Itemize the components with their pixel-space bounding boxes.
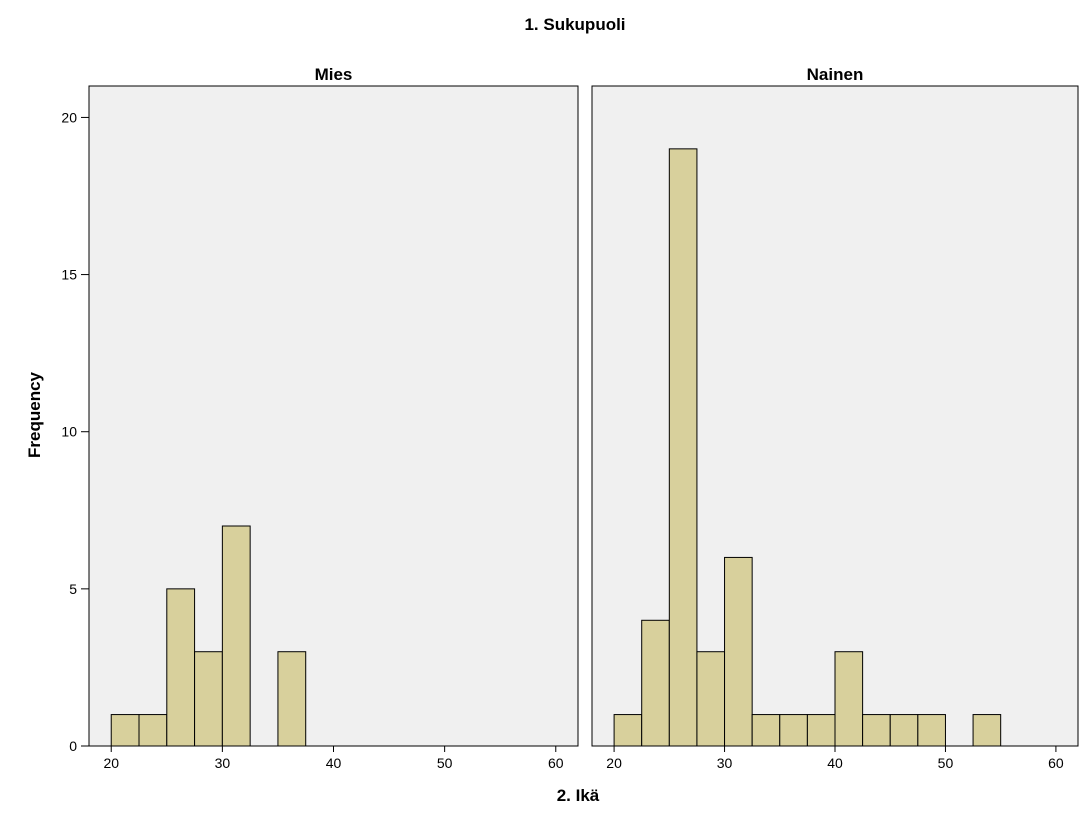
histogram-bar	[806, 714, 836, 747]
histogram-bar	[862, 714, 891, 747]
histogram-bar	[696, 651, 726, 747]
histogram-bar	[779, 714, 808, 747]
histogram-bar	[194, 651, 223, 747]
x-tick-label: 30	[215, 755, 231, 771]
histogram-bar	[166, 588, 196, 747]
histogram-bar	[972, 714, 1002, 747]
y-axis-label: Frequency	[25, 371, 44, 458]
x-tick-label: 40	[326, 755, 342, 771]
histogram-bar	[221, 525, 251, 747]
histogram-bar	[613, 714, 643, 747]
histogram-bar	[110, 714, 140, 747]
x-axis-label: 2. Ikä	[557, 786, 600, 805]
y-tick-label: 15	[61, 267, 77, 283]
histogram-bar	[917, 714, 946, 747]
x-tick-label: 20	[103, 755, 119, 771]
histogram-bar	[277, 651, 307, 747]
panel-label: Nainen	[807, 65, 864, 84]
histogram-bar	[889, 714, 919, 747]
y-tick-label: 20	[61, 109, 77, 125]
x-tick-label: 40	[827, 755, 843, 771]
y-tick-label: 10	[61, 424, 77, 440]
y-tick-label: 0	[69, 738, 77, 754]
histogram-bar	[641, 619, 670, 747]
x-tick-label: 50	[437, 755, 453, 771]
x-tick-label: 30	[717, 755, 733, 771]
chart-title: 1. Sukupuoli	[524, 15, 625, 34]
panels: Mies 20 30 40 50 60 Nainen 20 30 40 50 60 0 5 10 15 20	[61, 65, 1079, 771]
x-tick-label: 60	[548, 755, 564, 771]
histogram-bar	[668, 148, 698, 747]
panel-background	[88, 85, 579, 747]
histogram-bar	[834, 651, 864, 747]
x-tick-label: 60	[1048, 755, 1064, 771]
panel-mies: Mies 20 30 40 50 60	[88, 65, 579, 771]
x-tick-label: 50	[938, 755, 954, 771]
histogram-bar	[138, 714, 168, 747]
histogram-bar	[751, 714, 781, 747]
x-tick-label: 20	[606, 755, 622, 771]
panel-label: Mies	[315, 65, 353, 84]
panel-nainen: Nainen 20 30 40 50 60	[591, 65, 1079, 771]
histogram-bar	[724, 556, 753, 747]
y-tick-label: 5	[69, 581, 77, 597]
